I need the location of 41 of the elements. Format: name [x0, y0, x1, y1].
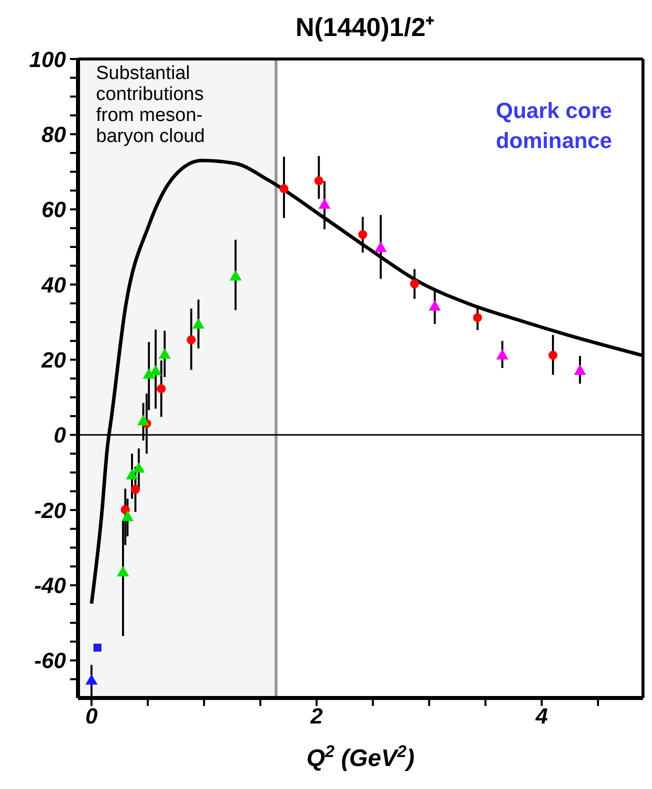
- point: [473, 313, 482, 322]
- point: [548, 350, 558, 360]
- x-tick-label: 0: [85, 704, 98, 729]
- point: [318, 198, 331, 209]
- point: [156, 384, 166, 394]
- point: [186, 335, 196, 344]
- point: [496, 348, 508, 360]
- y-tick-label: 60: [42, 197, 67, 222]
- point: [358, 230, 368, 240]
- annotation: Quark core dominance: [496, 98, 612, 153]
- y-tick-label: -40: [34, 573, 67, 598]
- y-tick-label: 80: [42, 122, 67, 147]
- point: [428, 300, 441, 311]
- point: [132, 462, 145, 473]
- x-axis-title: Q$^{2}$ (GeV$^{2}$): [306, 742, 415, 772]
- point: [150, 364, 162, 376]
- y-tick-label: -20: [34, 498, 67, 523]
- point: [85, 674, 98, 685]
- point: [279, 184, 288, 194]
- x-tick-label: 2: [309, 704, 324, 729]
- point: [126, 468, 138, 480]
- y-tick-label: 0: [54, 422, 67, 448]
- point: [137, 414, 150, 426]
- point: [374, 241, 387, 252]
- point: [314, 176, 324, 186]
- point: [229, 270, 242, 281]
- point: [142, 368, 155, 379]
- band-label: Substantial contributions from meson-baryon cloud: [96, 63, 205, 147]
- point: [158, 348, 171, 359]
- y-tick-label: 100: [29, 46, 67, 72]
- point: [192, 318, 205, 329]
- y-tick-label: -60: [34, 648, 67, 674]
- chart-title: N(1440)1/2⁺: [294, 11, 436, 44]
- x-tick-label: 4: [534, 704, 548, 729]
- point: [116, 566, 130, 576]
- point: [121, 510, 134, 522]
- y-tick-label: 40: [40, 272, 67, 298]
- point: [130, 484, 140, 494]
- y-tick-label: 20: [40, 348, 67, 373]
- point: [574, 364, 586, 375]
- point: [410, 279, 420, 288]
